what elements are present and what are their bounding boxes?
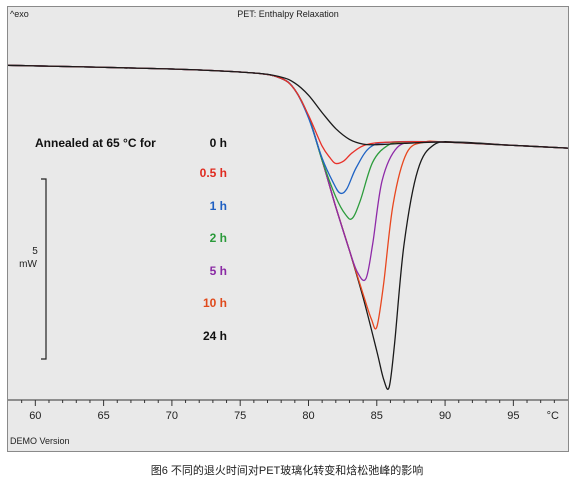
legend-label-2h: 2 h — [210, 231, 227, 245]
scale-bar-unit: mW — [19, 259, 37, 270]
legend-label-24h: 24 h — [203, 329, 227, 343]
chart-title: PET: Enthalpy Relaxation — [237, 9, 339, 19]
annealing-annotation: Annealed at 65 °C for — [35, 136, 156, 150]
demo-version-label: DEMO Version — [10, 436, 70, 446]
legend-labels: Annealed at 65 °C for 0 h 0.5 h 1 h 2 h 5 h 10… — [35, 136, 227, 343]
dsc-plot: 6065707580859095100°C Annealed at 65 °C … — [8, 64, 568, 422]
x-unit-label: °C — [547, 410, 559, 422]
curve-group — [8, 64, 568, 390]
curve-1h — [8, 64, 568, 195]
curve-5h — [8, 64, 568, 282]
scale-bar-bracket — [41, 178, 47, 360]
x-tick-label: 90 — [439, 410, 451, 422]
figure-caption: 图6 不同的退火时间对PET玻璃化转变和焓松弛峰的影响 — [150, 465, 424, 477]
x-tick-label: 65 — [97, 410, 109, 422]
x-tick-label: 80 — [302, 410, 314, 422]
exo-direction-label: ^exo — [10, 9, 29, 19]
scale-bar-value: 5 — [32, 246, 38, 257]
x-tick-label: 75 — [234, 410, 246, 422]
legend-label-1h: 1 h — [210, 199, 227, 213]
curve-0h — [8, 64, 568, 149]
legend-label-5h: 5 h — [210, 264, 227, 278]
curve-24h — [8, 64, 568, 390]
chart-window: ^exo PET: Enthalpy Relaxation 60 65 70 75 80… — [7, 6, 569, 452]
x-tick-label: 60 — [29, 410, 41, 422]
x-tick-label: 85 — [371, 410, 383, 422]
legend-label-0-5h: 0.5 h — [200, 166, 227, 180]
legend-label-10h: 10 h — [203, 296, 227, 310]
curve-10h — [8, 64, 568, 330]
x-tick-label: 95 — [507, 410, 519, 422]
x-axis: 6065707580859095100°C — [8, 399, 568, 422]
legend-label-0h: 0 h — [210, 136, 227, 150]
scale-bar: 5 mW — [19, 178, 47, 360]
x-tick-label: 70 — [166, 410, 178, 422]
